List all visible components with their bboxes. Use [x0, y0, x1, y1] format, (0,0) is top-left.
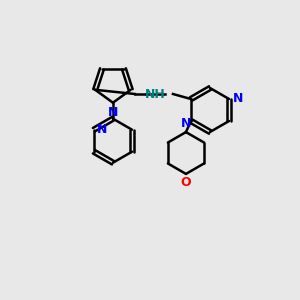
Text: N: N	[233, 92, 243, 106]
Text: NH: NH	[145, 88, 165, 100]
Text: O: O	[181, 176, 191, 189]
Text: N: N	[108, 106, 118, 119]
Text: N: N	[181, 117, 191, 130]
Text: N: N	[97, 123, 107, 136]
